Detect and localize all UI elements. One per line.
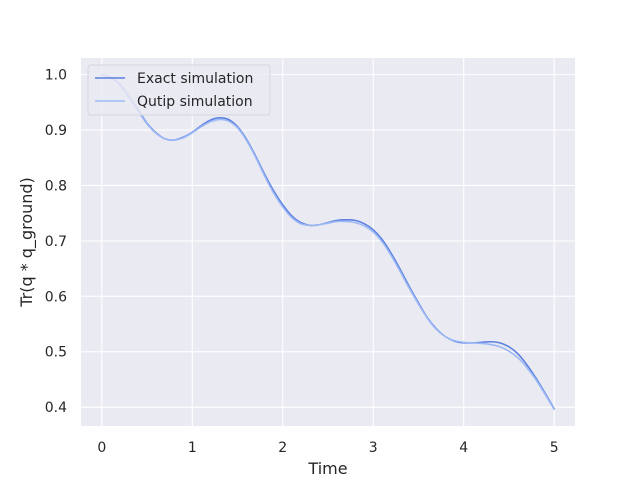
x-tick-label: 0 [97,440,106,456]
y-axis-label: Tr(q * q_ground) [17,177,37,308]
x-tick-label: 3 [369,440,378,456]
x-tick-label: 4 [459,440,468,456]
y-tick-label: 0.9 [45,123,67,139]
y-tick-label: 0.7 [45,234,67,250]
y-tick-label: 0.4 [45,400,67,416]
y-tick-label: 0.8 [45,178,67,194]
legend: Exact simulation Qutip simulation [87,64,271,116]
series-layer [101,73,555,411]
x-tick-label: 5 [550,440,559,456]
legend-label-exact: Exact simulation [137,71,253,87]
x-axis-label: Time [307,459,347,478]
x-tick-label: 1 [188,440,197,456]
grid-lines [81,58,575,426]
series-line-qutip [101,73,555,411]
y-tick-label: 1.0 [45,68,67,84]
x-tick-label: 2 [278,440,287,456]
y-axis-ticks: 0.4 0.5 0.6 0.7 0.8 0.9 1.0 [45,68,67,417]
legend-label-qutip: Qutip simulation [137,94,253,110]
legend-box [87,64,271,116]
plot-area [81,58,575,426]
y-tick-label: 0.5 [45,345,67,361]
x-axis-ticks: 0 1 2 3 4 5 [97,440,558,456]
y-tick-label: 0.6 [45,289,67,305]
